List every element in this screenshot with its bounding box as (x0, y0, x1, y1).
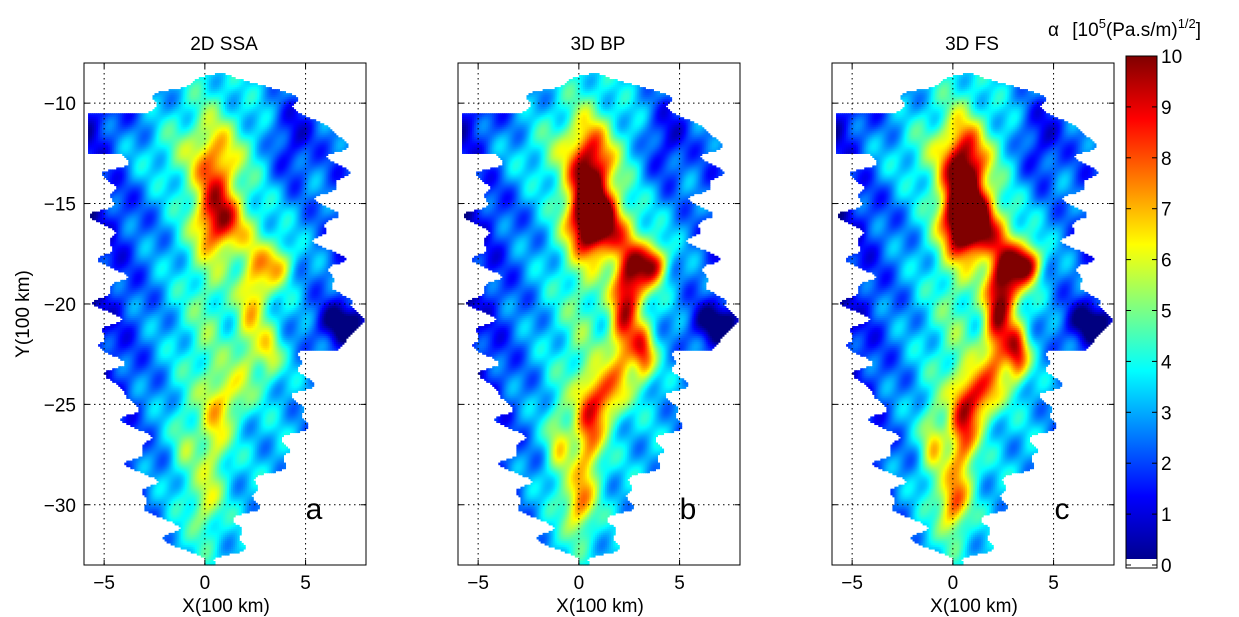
colorbar-white-end (1126, 559, 1157, 568)
colorbar-label-open: [10 (1072, 20, 1098, 41)
y-tick-label: −20 (44, 295, 76, 316)
x-axis-label: X(100 km) (556, 596, 644, 617)
x-axis-label: X(100 km) (930, 596, 1018, 617)
y-axis-label: Y(100 km) (13, 270, 34, 358)
panel-letter: b (680, 493, 697, 526)
colorbar-label-sup2: 1/2 (1178, 16, 1196, 31)
x-tick-label: −5 (93, 573, 115, 594)
y-ticks: −10 −15 −20 −25 −30 (44, 94, 76, 517)
panel-title: 2D SSA (190, 34, 258, 55)
colorbar-tick-label: 0 (1161, 556, 1172, 577)
colorbar-label-sup1: 5 (1099, 16, 1106, 31)
y-tick-label: −25 (44, 395, 76, 416)
x-tick-label: 0 (948, 573, 959, 594)
colorbar-tick-label: 6 (1161, 251, 1172, 272)
colorbar-label-close: ] (1196, 20, 1201, 41)
x-tick-label: 5 (674, 573, 685, 594)
x-tick-label: 0 (200, 573, 211, 594)
x-tick-label: −5 (841, 573, 863, 594)
x-tick-label: −5 (467, 573, 489, 594)
x-tick-label: 5 (300, 573, 311, 594)
panel-letter: c (1055, 493, 1070, 526)
y-tick-label: −30 (44, 496, 76, 517)
panel-letter: a (306, 493, 323, 526)
colorbar-label-greek: α (1048, 20, 1059, 41)
colorbar-tick-label: 9 (1161, 98, 1172, 119)
colorbar-tick-label: 3 (1161, 403, 1172, 424)
y-tick-label: −10 (44, 94, 76, 115)
panel-3d-fs: 3D FS −5 0 5 c X(100 km) (832, 34, 1114, 617)
panel-title: 3D FS (945, 34, 999, 55)
y-tick-label: −15 (44, 195, 76, 216)
panel-2d-ssa: 2D SSA −5 0 5 −10−15−20−25−30 a X(100 km) … (13, 34, 366, 617)
x-tick-label: 5 (1048, 573, 1059, 594)
x-tick-label: 0 (574, 573, 585, 594)
colorbar-scale (1126, 56, 1157, 559)
colorbar-tick-label: 8 (1161, 149, 1172, 170)
colorbar-label-mid: (Pa.s/m) (1106, 20, 1178, 41)
colorbar-tick-label: 2 (1161, 454, 1172, 475)
panel-title: 3D BP (571, 34, 626, 55)
colorbar-tick-label: 1 (1161, 505, 1172, 526)
colorbar-tick-label: 4 (1161, 352, 1172, 373)
panel-3d-bp: 3D BP −5 0 5 b X(100 km) (458, 34, 740, 617)
colorbar-label: α [105(Pa.s/m)1/2] (1048, 16, 1201, 41)
x-axis-label: X(100 km) (182, 596, 270, 617)
colorbar-tick-label: 7 (1161, 200, 1172, 221)
colorbar-tick-label: 5 (1161, 302, 1172, 323)
colorbar-tick-label: 10 (1161, 47, 1182, 68)
